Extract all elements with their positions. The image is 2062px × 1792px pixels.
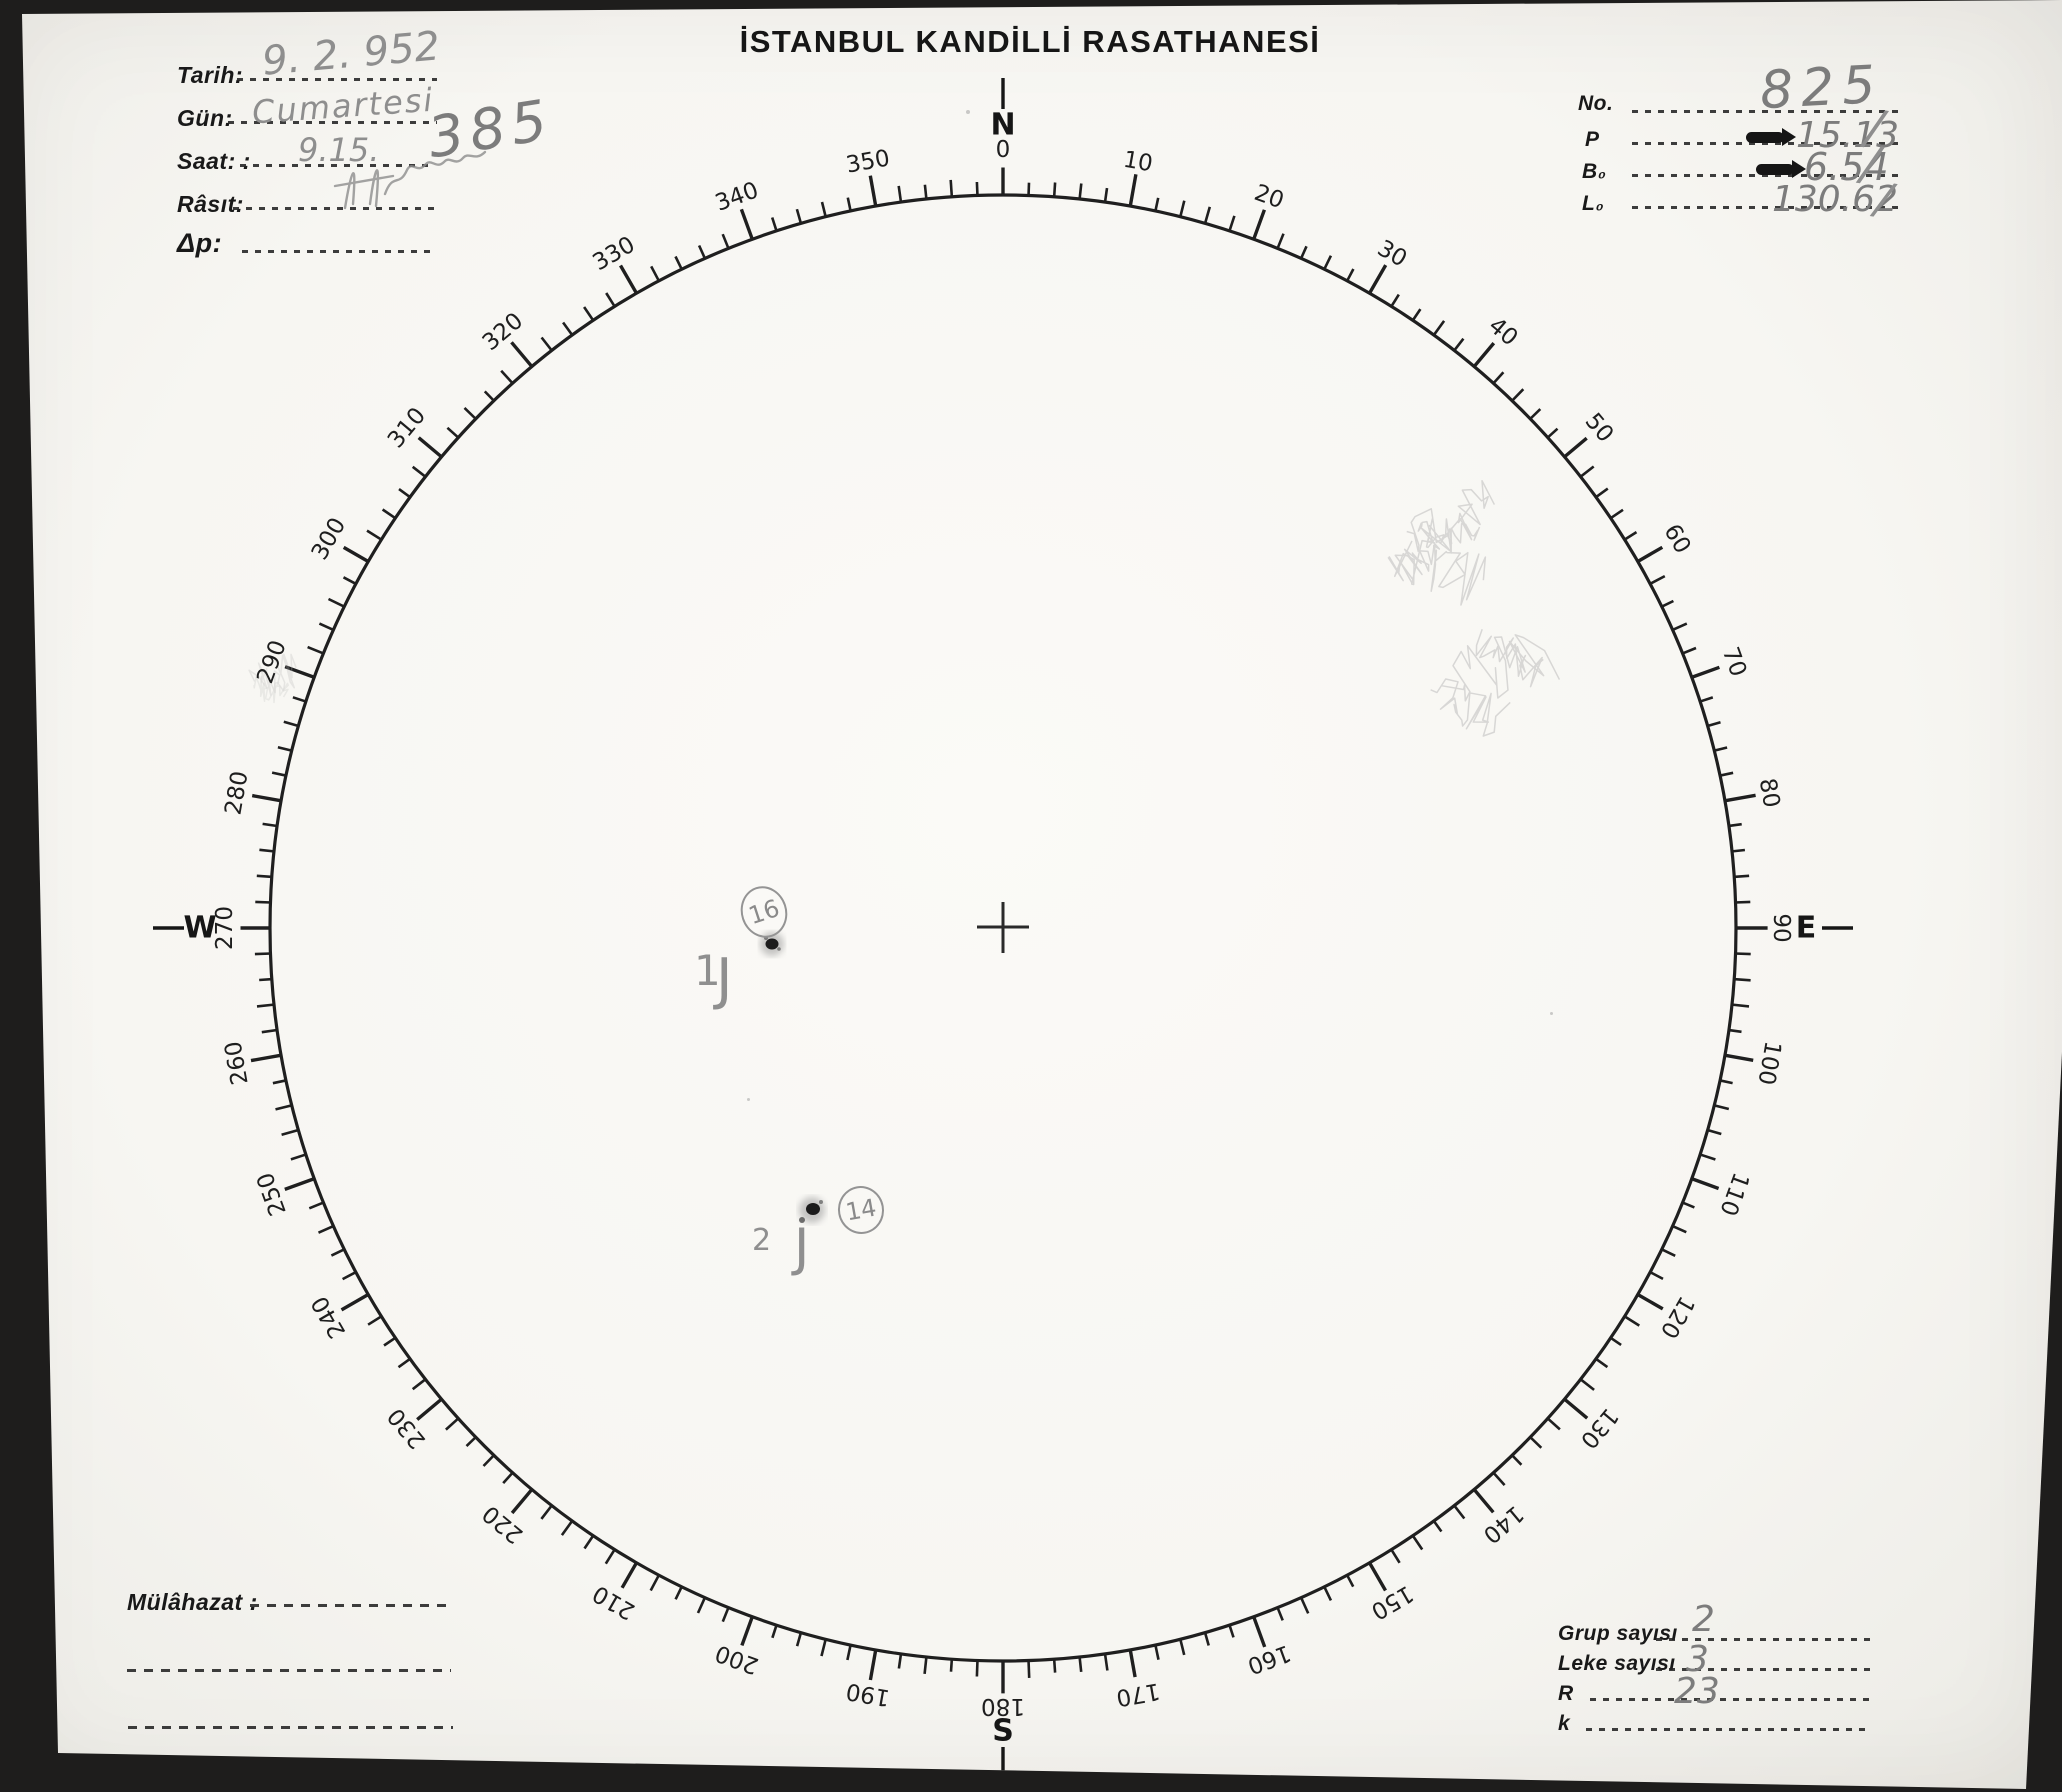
p-label: P	[1585, 128, 1600, 151]
p-bold-arrow-marker	[1746, 128, 1796, 146]
delta-p-label: Δp:	[177, 228, 223, 258]
scan-speck	[1550, 1012, 1553, 1015]
pencil-smudges-group	[248, 479, 1561, 737]
grup-sayisi-label: Grup sayısı	[1558, 1622, 1678, 1645]
delta-p-dotted-line	[242, 250, 436, 253]
bo-label: B₀	[1582, 160, 1607, 183]
rasit-dotted-line	[233, 207, 435, 210]
rasit-label: Râsıt:	[177, 191, 244, 217]
rasit-signature	[333, 150, 487, 210]
remarks-label: Mülâhazat :	[127, 1589, 258, 1615]
lo-dotted-line	[1632, 206, 1902, 209]
p-dotted-line	[1632, 142, 1902, 145]
cardinal-label-W: W	[183, 910, 217, 946]
degree-label-90: 90	[1768, 913, 1794, 943]
group-14-class-letter: J	[794, 1218, 810, 1278]
remarks-line-2	[127, 1669, 451, 1672]
r-label: R	[1558, 1682, 1574, 1705]
group-16-class-letter: J	[716, 947, 733, 1012]
remarks-line-3	[128, 1726, 453, 1729]
p-value: 15.13	[1796, 115, 1900, 156]
scan-speck	[966, 110, 970, 114]
cardinal-label-S: S	[992, 1713, 1014, 1749]
leke-sayisi-label: Leke sayısı	[1558, 1652, 1676, 1675]
lo-value: 130.62	[1772, 179, 1898, 220]
leke-sayisi-dotted-line	[1656, 1668, 1876, 1671]
r-value: 23	[1674, 1671, 1720, 1712]
r-dotted-line	[1590, 1698, 1870, 1701]
tarih-label: Tarih:	[177, 62, 244, 88]
k-dotted-line	[1586, 1728, 1868, 1731]
no-label: No.	[1578, 92, 1614, 115]
center-cross	[977, 902, 1029, 953]
remarks-line-1	[250, 1604, 450, 1607]
saat-label: Saat: :	[177, 148, 251, 174]
gun-label: Gün:	[177, 105, 233, 131]
degree-label-10: 10	[1121, 146, 1155, 178]
sunspot-group-14-spot	[799, 1197, 825, 1223]
tarih-dotted-line	[237, 78, 437, 81]
grup-sayisi-value: 2	[1692, 1599, 1715, 1640]
degree-label-0: 0	[995, 137, 1011, 163]
cardinal-label-E: E	[1795, 910, 1817, 946]
leke-sayisi-value: 3	[1686, 1639, 1709, 1680]
group-16-number: 16	[745, 893, 783, 931]
lo-label: L₀	[1582, 192, 1605, 215]
no-dotted-line	[1632, 110, 1902, 113]
observatory-title: İSTANBUL KANDİLLİ RASATHANESİ	[739, 24, 1321, 59]
group-14-spot-count: 2	[752, 1223, 772, 1258]
saat-dotted-line	[240, 164, 432, 167]
cardinal-label-N: N	[990, 107, 1016, 143]
scan-speck	[747, 1098, 750, 1101]
sunspot-group-16-spot	[760, 932, 784, 956]
bo-value: 6.54	[1804, 145, 1889, 189]
grup-sayisi-dotted-line	[1656, 1638, 1872, 1641]
degree-ticks-group	[240, 167, 1768, 1694]
bo-bold-arrow-marker	[1756, 160, 1806, 178]
bo-dotted-line	[1632, 174, 1902, 177]
group-16-spot-count: 1	[694, 946, 721, 995]
k-label: k	[1558, 1712, 1571, 1735]
gun-dotted-line	[228, 121, 437, 124]
degree-label-80: 80	[1753, 776, 1785, 810]
group-14-number: 14	[843, 1193, 879, 1227]
saat-value: 9.15.	[298, 131, 380, 169]
